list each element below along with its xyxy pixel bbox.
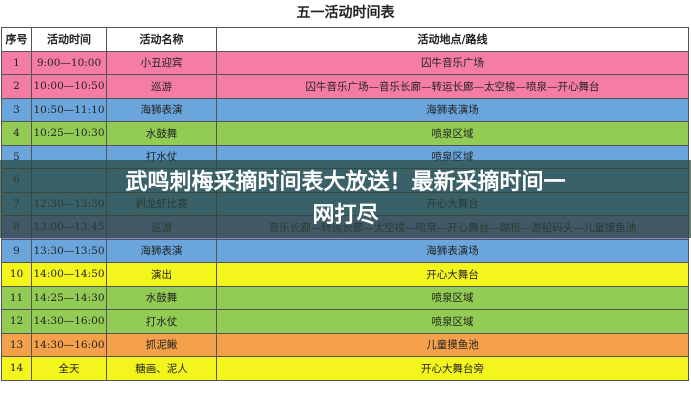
table-cell: 10:50—11:10 bbox=[31, 97, 107, 122]
table-cell: 开心大舞台旁 bbox=[216, 356, 689, 381]
table-cell: 10:00—10:50 bbox=[31, 74, 107, 99]
table-title: 五一活动时间表 bbox=[296, 5, 395, 21]
table-cell: 14:25—14:30 bbox=[31, 285, 107, 310]
table-cell: 海狮表演场 bbox=[216, 238, 689, 263]
table-cell: 13:30—13:50 bbox=[31, 238, 107, 263]
table-cell: 9 bbox=[1, 238, 32, 263]
table-cell: 1 bbox=[1, 50, 32, 75]
table-cell: 囚牛音乐广场—音乐长廊—转运长廊—太空梭—喷泉—开心舞台 bbox=[216, 74, 689, 99]
table-cell: 喷泉区域 bbox=[216, 121, 689, 146]
table-cell: 14 bbox=[1, 356, 32, 381]
table-cell: 水鼓舞 bbox=[106, 121, 217, 146]
header-cell: 活动时间 bbox=[31, 27, 107, 52]
table-cell: 海狮表演场 bbox=[216, 97, 689, 122]
table-row: 4 10:25—10:30 水鼓舞 喷泉区域 bbox=[1, 121, 689, 146]
table-cell: 14:00—14:50 bbox=[31, 262, 107, 287]
table-cell: 糖画、泥人 bbox=[106, 356, 217, 381]
table-cell: 巡游 bbox=[106, 74, 217, 99]
header-cell: 序号 bbox=[1, 27, 32, 52]
table-cell: 10:25—10:30 bbox=[31, 121, 107, 146]
table-cell: 喷泉区域 bbox=[216, 309, 689, 334]
table-cell: 12 bbox=[1, 309, 32, 334]
table-cell: 11 bbox=[1, 285, 32, 310]
header-cell: 活动地点/路线 bbox=[216, 27, 689, 52]
table-cell: 儿童摸鱼池 bbox=[216, 332, 689, 357]
table-cell: 14:30—16:00 bbox=[31, 309, 107, 334]
table-cell: 4 bbox=[1, 121, 32, 146]
table-row: 11 14:25—14:30 水鼓舞 喷泉区域 bbox=[1, 285, 689, 310]
table-row: 13 14:30—16:00 抓泥鳅 儿童摸鱼池 bbox=[1, 332, 689, 357]
table-cell: 水鼓舞 bbox=[106, 285, 217, 310]
table-cell: 开心大舞台 bbox=[216, 262, 689, 287]
table-cell: 打水仗 bbox=[106, 309, 217, 334]
table-cell: 9:00—10:00 bbox=[31, 50, 107, 75]
overlay-banner: 武鸣刺梅采摘时间表大放送！最新采摘时间一 网打尽 bbox=[0, 160, 691, 238]
table-row: 2 10:00—10:50 巡游 囚牛音乐广场—音乐长廊—转运长廊—太空梭—喷泉—开心… bbox=[1, 74, 689, 99]
table-cell: 10 bbox=[1, 262, 32, 287]
table-cell: 小丑迎宾 bbox=[106, 50, 217, 75]
table-cell: 抓泥鳅 bbox=[106, 332, 217, 357]
banner-line: 网打尽 bbox=[312, 203, 379, 228]
table-cell: 喷泉区域 bbox=[216, 285, 689, 310]
table-row: 9 13:30—13:50 海狮表演 海狮表演场 bbox=[1, 238, 689, 263]
table-cell: 演出 bbox=[106, 262, 217, 287]
table-cell: 3 bbox=[1, 97, 32, 122]
table-row: 10 14:00—14:50 演出 开心大舞台 bbox=[1, 262, 689, 287]
table-cell: 全天 bbox=[31, 356, 107, 381]
table-row: 14 全天 糖画、泥人 开心大舞台旁 bbox=[1, 356, 689, 381]
table-row: 12 14:30—16:00 打水仗 喷泉区域 bbox=[1, 309, 689, 334]
table-cell: 2 bbox=[1, 74, 32, 99]
table-row: 1 9:00—10:00 小丑迎宾 囚牛音乐广场 bbox=[1, 50, 689, 75]
table-cell: 14:30—16:00 bbox=[31, 332, 107, 357]
header-row: 序号 活动时间 活动名称 活动地点/路线 bbox=[1, 27, 689, 52]
table-cell: 13 bbox=[1, 332, 32, 357]
table-row: 3 10:50—11:10 海狮表演 海狮表演场 bbox=[1, 97, 689, 122]
table-cell: 海狮表演 bbox=[106, 97, 217, 122]
table-cell: 海狮表演 bbox=[106, 238, 217, 263]
banner-line: 武鸣刺梅采摘时间表大放送！最新采摘时间一 bbox=[125, 170, 566, 195]
header-cell: 活动名称 bbox=[106, 27, 217, 52]
table-cell: 囚牛音乐广场 bbox=[216, 50, 689, 75]
